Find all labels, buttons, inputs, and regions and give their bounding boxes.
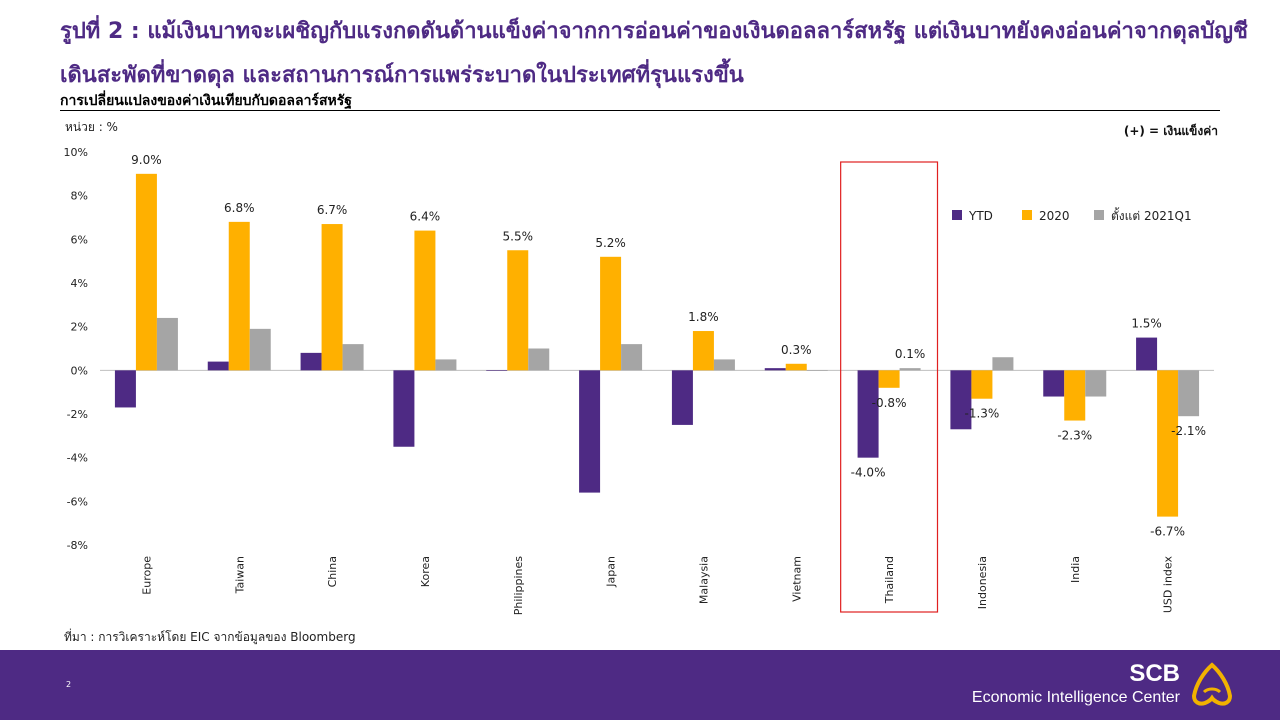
bar: [692, 331, 714, 371]
chart-subtitle: การเปลี่ยนแปลงของค่าเงินเทียบกับดอลลาร์ส…: [60, 93, 352, 109]
bar: [671, 370, 693, 425]
bar: [135, 173, 157, 371]
legend-swatch: [1094, 210, 1104, 220]
bar: [1136, 337, 1158, 371]
y-tick-label: 2%: [71, 321, 88, 334]
brand-name: SCB: [1129, 660, 1180, 687]
page-number: 2: [66, 680, 72, 689]
x-tick-label: Vietnam: [790, 556, 803, 602]
data-label: 0.1%: [895, 347, 926, 361]
x-tick-label: Korea: [419, 556, 432, 587]
data-label: 1.8%: [688, 310, 719, 324]
bar-chart: 10% 8% 6% 4% 2% 0% -2% -4% -6% -8% Europe Taiwan Chi…: [64, 146, 1214, 616]
data-label: -2.3%: [1057, 429, 1092, 443]
x-tick-label: Europe: [140, 556, 153, 595]
data-label: -0.8%: [872, 396, 907, 410]
data-label: 5.5%: [503, 229, 534, 243]
legend-swatch: [952, 210, 962, 220]
bar: [806, 370, 828, 371]
bar: [878, 370, 900, 388]
brand-block: SCB Economic Intelligence Center: [972, 660, 1180, 708]
y-tick-label: -6%: [67, 495, 88, 508]
brand-subtitle: Economic Intelligence Center: [971, 689, 1180, 706]
bar: [393, 370, 415, 447]
footer-bar: 2 SCB Economic Intelligence Center: [0, 650, 1280, 720]
strength-note: (+) = เงินแข็งค่า: [1123, 124, 1218, 138]
bar: [971, 370, 993, 399]
legend-swatch: [1022, 210, 1032, 220]
bar: [114, 370, 136, 408]
x-tick-label: Philippines: [512, 556, 525, 616]
unit-label: หน่วย : %: [65, 120, 118, 134]
bar: [414, 230, 436, 371]
bar: [528, 348, 550, 371]
y-tick-label: 6%: [71, 233, 88, 246]
bar: [321, 224, 343, 371]
bar: [713, 359, 735, 371]
bar: [1064, 370, 1086, 421]
data-label: 9.0%: [131, 153, 162, 167]
data-label: 6.4%: [410, 210, 441, 224]
bar: [764, 368, 786, 371]
bar: [249, 328, 271, 371]
bar: [156, 317, 178, 371]
x-tick-label: India: [1069, 556, 1082, 583]
bar: [1043, 370, 1065, 397]
y-tick-label: 10%: [64, 146, 88, 159]
data-label: 1.5%: [1131, 317, 1162, 331]
bar: [992, 357, 1014, 371]
x-tick-label: Thailand: [883, 556, 896, 604]
bar: [1085, 370, 1107, 397]
data-label: 6.7%: [317, 203, 348, 217]
bar: [207, 361, 229, 371]
bar: [785, 363, 807, 371]
x-tick-label: China: [326, 556, 339, 587]
bar: [950, 370, 972, 430]
x-tick-label: Japan: [605, 556, 618, 588]
legend-label: 2020: [1039, 209, 1070, 223]
x-tick-label: Malaysia: [697, 556, 710, 604]
y-tick-label: 4%: [71, 277, 88, 290]
legend-label: YTD: [968, 209, 993, 223]
data-label: -1.3%: [965, 407, 1000, 421]
y-tick-label: 8%: [71, 190, 88, 203]
y-tick-label: 0%: [71, 364, 88, 377]
legend-label: ตั้งแต่ 2021Q1: [1111, 207, 1192, 223]
data-label: -2.1%: [1171, 424, 1206, 438]
y-tick-label: -4%: [67, 452, 88, 465]
data-label: 0.3%: [781, 343, 812, 357]
bar: [300, 352, 322, 371]
x-tick-label: Indonesia: [976, 556, 989, 609]
bar: [342, 344, 364, 371]
data-label: -6.7%: [1150, 525, 1185, 539]
y-tick-label: -2%: [67, 408, 88, 421]
bar: [1157, 370, 1179, 517]
bar: [621, 344, 643, 371]
bar: [857, 370, 879, 458]
data-label: 5.2%: [595, 236, 626, 250]
x-tick-label: USD index: [1162, 556, 1175, 614]
bar: [507, 250, 529, 371]
source-note: ที่มา : การวิเคราะห์โดย EIC จากข้อมูลของ…: [64, 630, 356, 644]
bar: [435, 359, 457, 371]
data-label: -4.0%: [851, 466, 886, 480]
bar: [579, 370, 601, 493]
bar: [899, 368, 921, 371]
subtitle-underline: [60, 110, 1220, 111]
bar: [228, 221, 250, 371]
bar: [1178, 370, 1200, 417]
data-label: 6.8%: [224, 201, 255, 215]
chart-title: รูปที่ 2 : แม้เงินบาทจะเผชิญกับแรงกดดันด…: [60, 19, 1248, 88]
bar: [600, 256, 622, 371]
scb-logo-icon: [1191, 662, 1233, 706]
y-tick-label: -8%: [67, 539, 88, 552]
x-tick-label: Taiwan: [233, 556, 246, 594]
bar: [486, 370, 508, 371]
highlight-box: [840, 161, 939, 613]
